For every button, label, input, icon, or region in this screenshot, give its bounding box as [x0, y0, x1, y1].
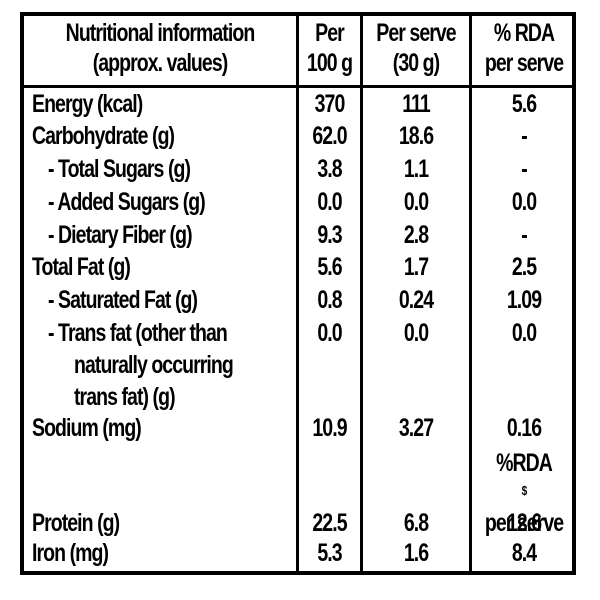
row-value-added-sugars-perserve: 0.0: [403, 188, 429, 216]
row-label-trans-fat: - Trans fat (other than: [48, 319, 228, 347]
row-value-total-sugars-perserve: 1.1: [403, 155, 429, 183]
row-value-energy-perserve: 111: [402, 90, 431, 118]
row-value-total-sugars-rda: -: [521, 155, 528, 183]
row-value-saturated-fat-rda: 1.09: [506, 286, 542, 314]
row-label-protein: Protein (g): [32, 509, 120, 537]
column-divider-1: [296, 16, 299, 571]
column-divider-2: [360, 16, 363, 571]
subheader-rda-superscript: $: [521, 483, 528, 498]
row-value-carbohydrate-per100g: 62.0: [312, 122, 347, 150]
row-value-protein-perserve: 6.8: [403, 509, 429, 537]
row-value-dietary-fiber-rda: -: [521, 221, 528, 249]
row-value-total-fat-per100g: 5.6: [317, 253, 342, 281]
row-label-trans-fat-line2: naturally occurring: [74, 351, 234, 379]
row-value-iron-rda: 8.4: [511, 539, 537, 567]
row-value-total-fat-perserve: 1.7: [403, 253, 429, 281]
row-value-total-sugars-per100g: 3.8: [317, 155, 342, 183]
subheader-rda-per-serve: %RDA $ per serve: [483, 448, 564, 538]
row-label-saturated-fat: - Saturated Fat (g): [48, 286, 198, 314]
row-value-sodium-rda: 0.16: [506, 414, 542, 442]
row-value-dietary-fiber-perserve: 2.8: [403, 221, 429, 249]
row-label-added-sugars: - Added Sugars (g): [48, 188, 206, 216]
header-per-serve: Per serve (30 g): [376, 19, 456, 77]
row-value-carbohydrate-perserve: 18.6: [398, 122, 434, 150]
header-rda-per-serve: % RDA per serve: [484, 19, 564, 77]
row-label-dietary-fiber: - Dietary Fiber (g): [48, 221, 193, 249]
nutrition-table: Nutritional information (approx. values)…: [20, 12, 576, 575]
header-nutritional-information: Nutritional information (approx. values): [65, 19, 256, 77]
header-per-100g: Per 100 g: [306, 19, 353, 77]
row-value-total-fat-rda: 2.5: [511, 253, 537, 281]
row-value-trans-fat-per100g: 0.0: [317, 319, 342, 347]
row-value-iron-perserve: 1.6: [403, 539, 429, 567]
row-value-added-sugars-per100g: 0.0: [317, 188, 342, 216]
row-value-energy-per100g: 370: [314, 90, 346, 118]
header-divider: [24, 85, 572, 88]
row-value-energy-rda: 5.6: [511, 90, 537, 118]
row-value-protein-rda: 12.6: [506, 509, 542, 537]
row-label-sodium: Sodium (mg): [32, 414, 142, 442]
row-value-saturated-fat-per100g: 0.8: [317, 286, 342, 314]
subheader-rda-label: %RDA: [496, 449, 553, 477]
row-value-sodium-per100g: 10.9: [312, 414, 347, 442]
row-label-total-fat: Total Fat (g): [32, 253, 131, 281]
row-value-dietary-fiber-per100g: 9.3: [317, 221, 342, 249]
row-label-total-sugars: - Total Sugars (g): [48, 155, 191, 183]
row-value-trans-fat-rda: 0.0: [511, 319, 537, 347]
row-label-carbohydrate: Carbohydrate (g): [32, 122, 175, 150]
subheader-per-serve-label: per serve: [484, 509, 564, 537]
row-value-saturated-fat-perserve: 0.24: [398, 286, 434, 314]
row-value-sodium-perserve: 3.27: [398, 414, 434, 442]
row-value-trans-fat-perserve: 0.0: [403, 319, 429, 347]
row-value-iron-per100g: 5.3: [317, 539, 342, 567]
row-value-protein-per100g: 22.5: [312, 509, 347, 537]
row-label-iron: Iron (mg): [32, 539, 109, 567]
column-divider-3: [469, 16, 472, 571]
row-label-energy: Energy (kcal): [32, 90, 143, 118]
row-value-added-sugars-rda: 0.0: [511, 188, 537, 216]
row-value-carbohydrate-rda: -: [521, 122, 528, 150]
row-label-trans-fat-line3: trans fat) (g): [74, 383, 176, 411]
